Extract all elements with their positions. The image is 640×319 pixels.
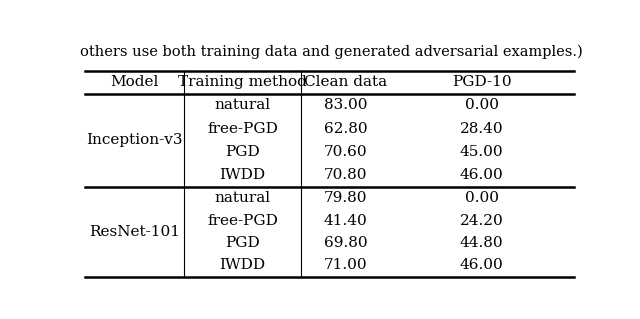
Text: PGD: PGD <box>225 145 260 159</box>
Text: 24.20: 24.20 <box>460 213 504 227</box>
Text: 0.00: 0.00 <box>465 98 499 112</box>
Text: natural: natural <box>214 191 271 205</box>
Text: 62.80: 62.80 <box>324 122 367 136</box>
Text: Training method: Training method <box>178 76 307 90</box>
Text: IWDD: IWDD <box>220 258 266 272</box>
Text: PGD: PGD <box>225 236 260 250</box>
Text: 45.00: 45.00 <box>460 145 504 159</box>
Text: Model: Model <box>110 76 159 90</box>
Text: 0.00: 0.00 <box>465 191 499 205</box>
Text: others use both training data and generated adversarial examples.): others use both training data and genera… <box>80 44 583 59</box>
Text: 83.00: 83.00 <box>324 98 367 112</box>
Text: 71.00: 71.00 <box>324 258 367 272</box>
Text: 44.80: 44.80 <box>460 236 504 250</box>
Text: 69.80: 69.80 <box>324 236 367 250</box>
Text: IWDD: IWDD <box>220 168 266 182</box>
Text: PGD-10: PGD-10 <box>452 76 511 90</box>
Text: free-PGD: free-PGD <box>207 213 278 227</box>
Text: 28.40: 28.40 <box>460 122 504 136</box>
Text: 46.00: 46.00 <box>460 168 504 182</box>
Text: ResNet-101: ResNet-101 <box>89 225 180 239</box>
Text: 41.40: 41.40 <box>323 213 367 227</box>
Text: Inception-v3: Inception-v3 <box>86 133 183 147</box>
Text: natural: natural <box>214 98 271 112</box>
Text: Clean data: Clean data <box>304 76 387 90</box>
Text: 79.80: 79.80 <box>324 191 367 205</box>
Text: free-PGD: free-PGD <box>207 122 278 136</box>
Text: 70.80: 70.80 <box>324 168 367 182</box>
Text: 70.60: 70.60 <box>324 145 367 159</box>
Text: 46.00: 46.00 <box>460 258 504 272</box>
